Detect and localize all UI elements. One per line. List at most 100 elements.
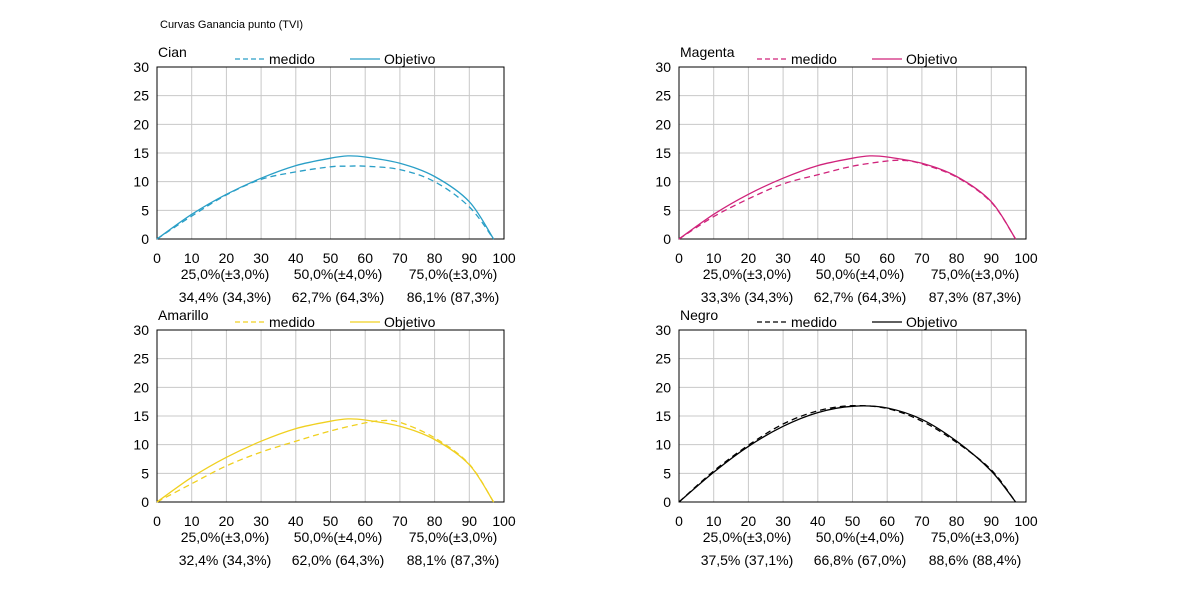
x-tick-label: 60: [357, 513, 373, 529]
x-tick-label: 70: [392, 513, 408, 529]
x-tick-label: 90: [984, 513, 1000, 529]
legend-label: Objetivo: [384, 314, 436, 330]
x-tick-label: 100: [492, 513, 516, 529]
target-annotation: 75,0%(±3,0%): [931, 266, 1020, 282]
x-tick-label: 80: [427, 250, 443, 266]
legend-label: medido: [791, 314, 837, 330]
x-tick-label: 50: [845, 250, 861, 266]
target-annotation: 50,0%(±4,0%): [816, 529, 905, 545]
x-tick-label: 30: [775, 513, 791, 529]
y-tick-label: 30: [133, 322, 149, 338]
chart-title: Amarillo: [158, 307, 209, 323]
x-tick-label: 0: [675, 250, 683, 266]
value-annotation: 86,1% (87,3%): [407, 289, 500, 305]
x-tick-label: 10: [184, 250, 200, 266]
series-line-medido: [678, 159, 1017, 240]
x-tick-label: 80: [949, 513, 965, 529]
series-line-medido: [678, 404, 1017, 503]
target-annotation: 25,0%(±3,0%): [181, 529, 270, 545]
value-annotation: 62,7% (64,3%): [292, 289, 385, 305]
target-annotation: 25,0%(±3,0%): [181, 266, 270, 282]
y-tick-label: 0: [141, 231, 149, 247]
x-tick-label: 10: [706, 250, 722, 266]
y-tick-label: 5: [141, 202, 149, 218]
y-tick-label: 25: [655, 88, 671, 104]
y-tick-label: 15: [133, 408, 149, 424]
legend-label: medido: [269, 314, 315, 330]
chart-cian: 0 10 20 30 40 50 60 70 80 90 100 0 5 10 15 20 25 30 Cian me…: [133, 44, 515, 305]
target-annotation: 75,0%(±3,0%): [409, 266, 498, 282]
series-line-objetivo: [156, 155, 495, 240]
x-tick-label: 20: [219, 513, 235, 529]
value-annotation: 62,0% (64,3%): [292, 552, 385, 568]
value-annotation: 32,4% (34,3%): [179, 552, 272, 568]
chart-title: Cian: [158, 44, 187, 60]
value-annotation: 34,4% (34,3%): [179, 289, 272, 305]
y-tick-label: 15: [133, 145, 149, 161]
series-line-objetivo: [678, 405, 1017, 503]
x-tick-label: 0: [675, 513, 683, 529]
x-tick-label: 90: [984, 250, 1000, 266]
target-annotation: 25,0%(±3,0%): [703, 529, 792, 545]
page-title: Curvas Ganancia punto (TVI): [160, 19, 303, 31]
x-tick-label: 50: [845, 513, 861, 529]
target-annotation: 25,0%(±3,0%): [703, 266, 792, 282]
target-annotation: 75,0%(±3,0%): [409, 529, 498, 545]
x-tick-label: 40: [288, 513, 304, 529]
y-tick-label: 5: [141, 465, 149, 481]
y-tick-label: 25: [133, 88, 149, 104]
series-line-medido: [156, 165, 495, 240]
x-tick-label: 100: [1014, 250, 1038, 266]
chart-title: Negro: [680, 307, 718, 323]
plot-frame: [678, 329, 1027, 503]
legend: medido Objetivo: [235, 314, 436, 330]
legend: medido Objetivo: [757, 314, 958, 330]
series-line-objetivo: [156, 418, 495, 503]
x-tick-label: 50: [323, 250, 339, 266]
value-annotation: 88,1% (87,3%): [407, 552, 500, 568]
x-tick-label: 60: [879, 250, 895, 266]
x-tick-label: 20: [219, 250, 235, 266]
legend: medido Objetivo: [757, 51, 958, 67]
y-tick-label: 10: [655, 437, 671, 453]
x-tick-label: 60: [879, 513, 895, 529]
y-tick-label: 5: [663, 465, 671, 481]
chart-magenta: 0 10 20 30 40 50 60 70 80 90 100 0 5 10 15 20 25 30 Magent…: [655, 44, 1037, 305]
target-annotation: 50,0%(±4,0%): [294, 529, 383, 545]
x-tick-label: 70: [914, 250, 930, 266]
target-annotation: 75,0%(±3,0%): [931, 529, 1020, 545]
value-annotation: 87,3% (87,3%): [929, 289, 1022, 305]
y-tick-label: 5: [663, 202, 671, 218]
target-annotation: 50,0%(±4,0%): [294, 266, 383, 282]
chart-title: Magenta: [680, 44, 735, 60]
x-tick-label: 30: [775, 250, 791, 266]
x-tick-label: 20: [741, 250, 757, 266]
target-annotation: 50,0%(±4,0%): [816, 266, 905, 282]
value-annotation: 62,7% (64,3%): [814, 289, 907, 305]
chart-amarillo: 0 10 20 30 40 50 60 70 80 90 100 0 5 10 15 20 25 30 Amaril…: [133, 307, 515, 568]
y-tick-label: 25: [133, 351, 149, 367]
value-annotation: 33,3% (34,3%): [701, 289, 794, 305]
y-tick-label: 20: [133, 379, 149, 395]
y-tick-label: 10: [133, 437, 149, 453]
y-tick-label: 0: [663, 231, 671, 247]
x-tick-label: 100: [1014, 513, 1038, 529]
value-annotation: 88,6% (88,4%): [929, 552, 1022, 568]
x-tick-label: 70: [914, 513, 930, 529]
y-tick-label: 30: [655, 322, 671, 338]
x-tick-label: 80: [949, 250, 965, 266]
x-tick-label: 100: [492, 250, 516, 266]
x-tick-label: 90: [462, 513, 478, 529]
x-tick-label: 60: [357, 250, 373, 266]
legend: medido Objetivo: [235, 51, 436, 67]
y-tick-label: 15: [655, 408, 671, 424]
y-tick-label: 10: [133, 174, 149, 190]
plot-frame: [156, 329, 505, 503]
x-tick-label: 20: [741, 513, 757, 529]
x-tick-label: 0: [153, 250, 161, 266]
y-tick-label: 20: [133, 116, 149, 132]
plot-frame: [156, 66, 505, 240]
y-tick-label: 25: [655, 351, 671, 367]
x-tick-label: 30: [253, 250, 269, 266]
